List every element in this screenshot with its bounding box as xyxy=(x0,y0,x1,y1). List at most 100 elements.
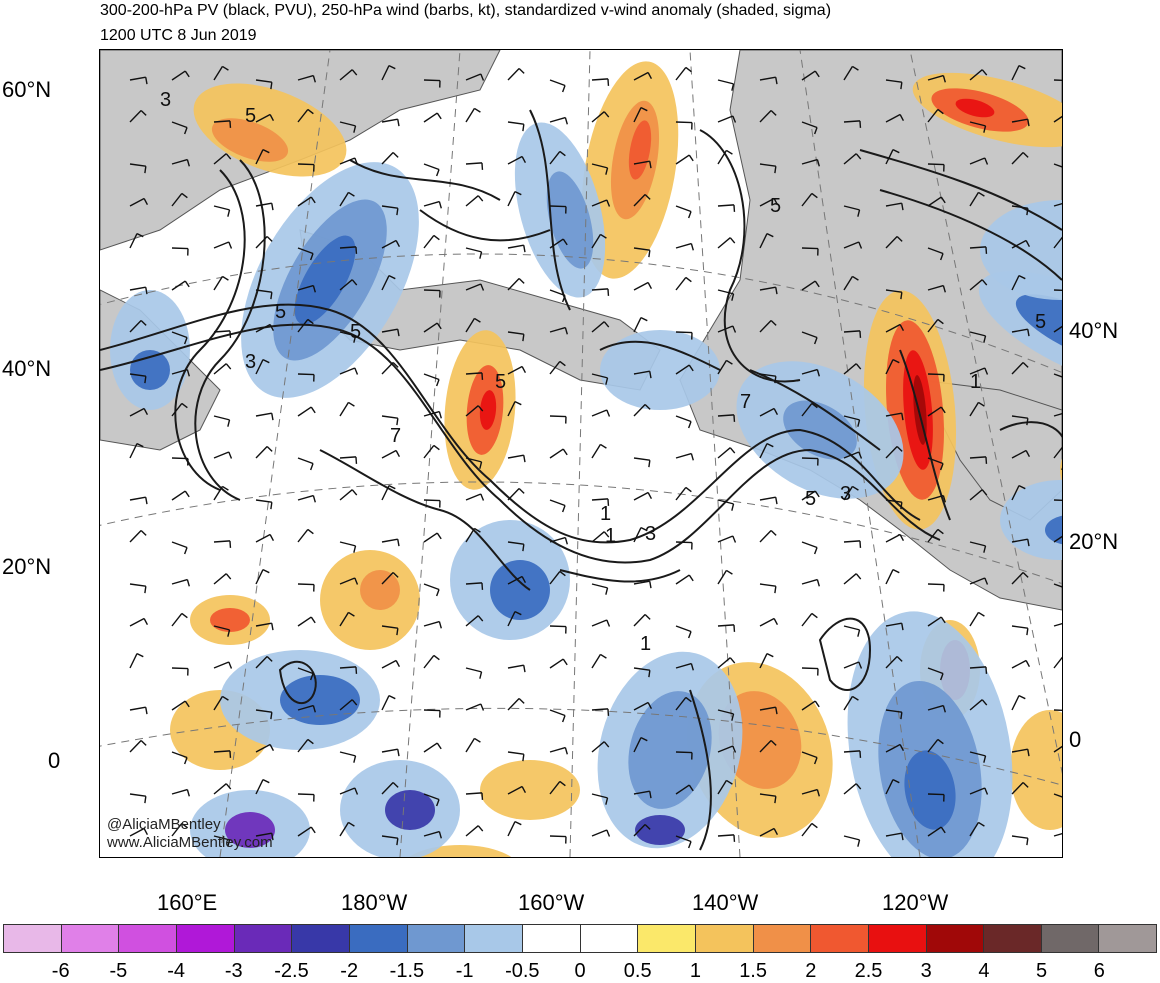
pv-contour-label: 5 xyxy=(495,371,506,393)
colorbar-swatch xyxy=(869,925,927,952)
colorbar-swatch xyxy=(1099,925,1156,952)
wind-barb xyxy=(1012,696,1025,710)
wind-barb xyxy=(424,710,440,718)
wind-barb xyxy=(298,529,313,542)
colorbar-swatch xyxy=(4,925,62,952)
wind-barb xyxy=(634,458,650,467)
wind-barb xyxy=(970,612,984,626)
lat-label-0-left: 0 xyxy=(48,748,60,774)
wind-barb xyxy=(1054,832,1062,839)
wind-barb xyxy=(676,67,691,80)
pv-contour-label: 1 xyxy=(970,371,981,393)
wind-barb xyxy=(256,534,273,542)
lon-label-120w: 120°W xyxy=(882,890,948,916)
wind-barb xyxy=(298,496,315,503)
wind-barb xyxy=(592,709,608,716)
wind-barb xyxy=(466,196,483,206)
wind-barb xyxy=(760,618,777,626)
wind-barb xyxy=(550,626,566,634)
wind-barb xyxy=(466,108,480,122)
wind-barb xyxy=(592,654,606,668)
wind-barb xyxy=(508,455,525,462)
colorbar-tick-label: 3 xyxy=(921,960,932,983)
wind-barb xyxy=(172,542,187,554)
wind-barb xyxy=(214,206,230,217)
pv-contour-label: 1 xyxy=(640,633,651,655)
wind-barb xyxy=(1054,622,1062,629)
wind-barb xyxy=(676,454,693,461)
colorbar-swatch xyxy=(984,925,1042,952)
wind-barb xyxy=(256,203,273,210)
colorbar-tick-label: -3 xyxy=(225,960,243,983)
wind-barb xyxy=(802,668,818,676)
wind-barb xyxy=(508,122,524,131)
wind-barb xyxy=(466,494,483,500)
wind-barb xyxy=(676,206,691,218)
wind-barb xyxy=(172,248,188,256)
wind-barb xyxy=(928,584,944,592)
wind-barb xyxy=(214,662,231,668)
wind-barb xyxy=(466,738,480,752)
wind-barb xyxy=(802,580,819,587)
pv-contour xyxy=(560,570,680,582)
colorbar-tick-label: -1.5 xyxy=(390,960,424,983)
wind-barb xyxy=(634,282,651,290)
watermark-handle: @AliciaMBentley xyxy=(107,816,221,833)
colorbar-tick-label: -1 xyxy=(456,960,474,983)
wind-barb xyxy=(844,541,860,548)
pv-contour-label: 5 xyxy=(275,301,286,323)
wind-barb xyxy=(382,486,395,500)
wind-barb xyxy=(634,492,651,500)
lon-label-160w: 160°W xyxy=(518,890,584,916)
wind-barb xyxy=(676,244,693,251)
wind-barb xyxy=(340,752,356,763)
anomaly-shade xyxy=(360,570,400,610)
pv-contour-label: 5 xyxy=(245,105,256,127)
wind-barb xyxy=(424,743,441,752)
colorbar-swatch xyxy=(754,925,812,952)
wind-barb xyxy=(508,278,524,290)
lat-label-40n-right: 40°N xyxy=(1069,318,1118,344)
colorbar-tick-label: 0 xyxy=(574,960,585,983)
colorbar-swatch xyxy=(408,925,466,952)
colorbar-tick-label: 0.5 xyxy=(624,960,652,983)
wind-barb xyxy=(424,584,439,596)
wind-barb xyxy=(550,836,566,844)
wind-barb xyxy=(550,416,566,424)
pv-contour-label: 3 xyxy=(645,523,656,545)
lat-label-40n-left: 40°N xyxy=(2,356,51,382)
wind-barb xyxy=(1012,660,1029,668)
wind-barb xyxy=(424,113,441,122)
wind-barb xyxy=(508,245,525,252)
map-subtitle-time: 1200 UTC 8 Jun 2019 xyxy=(100,27,257,45)
wind-barb xyxy=(508,822,521,836)
wind-barb xyxy=(130,530,146,542)
anomaly-shade xyxy=(600,330,720,410)
wind-barb xyxy=(760,530,776,542)
wind-barb xyxy=(340,402,354,416)
colorbar-tick-label: -4 xyxy=(167,960,185,983)
pv-contour-label: 1 xyxy=(605,525,616,547)
wind-barb xyxy=(298,584,314,592)
colorbar-tick-label: 4 xyxy=(978,960,989,983)
wind-barb xyxy=(424,655,439,668)
map-title: 300-200-hPa PV (black, PVU), 250-hPa win… xyxy=(100,2,831,20)
wind-barb xyxy=(382,416,398,425)
lat-label-0-right: 0 xyxy=(1069,727,1081,753)
wind-barb xyxy=(718,500,734,511)
wind-barb xyxy=(340,490,357,500)
wind-barb xyxy=(634,614,650,626)
anomaly-shade xyxy=(480,760,580,820)
wind-barb xyxy=(466,826,483,836)
wind-barb xyxy=(676,626,691,638)
colorbar-tick-label: -2.5 xyxy=(274,960,308,983)
lat-label-20n-left: 20°N xyxy=(2,554,51,580)
colorbar-tick-label: 2.5 xyxy=(855,960,883,983)
pv-contour-label: 5 xyxy=(350,321,361,343)
wind-barb xyxy=(1012,836,1028,845)
wind-barb xyxy=(634,318,647,332)
wind-barb xyxy=(130,654,143,668)
colorbar-tick-label: 6 xyxy=(1094,960,1105,983)
wind-barb xyxy=(676,575,693,584)
wind-barb xyxy=(382,119,399,126)
